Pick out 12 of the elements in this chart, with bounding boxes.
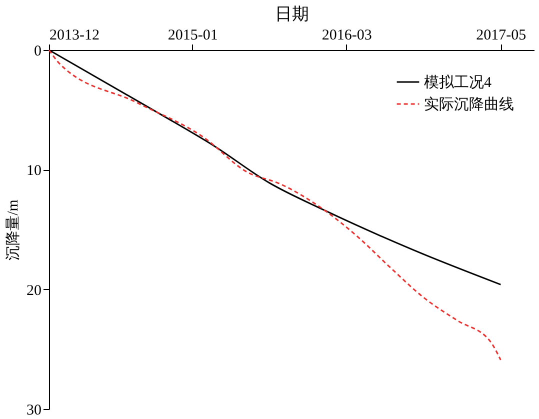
x-tick-label: 2016-03 bbox=[322, 28, 372, 44]
x-tick-label: 2017-05 bbox=[476, 28, 526, 44]
y-tick-label: 20 bbox=[26, 282, 42, 299]
y-axis-title: 沉降量/m bbox=[4, 199, 22, 260]
x-tick-label: 2015-01 bbox=[168, 28, 218, 44]
x-axis-title: 日期 bbox=[275, 4, 309, 24]
legend-label: 实际沉降曲线 bbox=[424, 96, 514, 113]
y-tick-label: 10 bbox=[26, 163, 42, 180]
x-tick-label: 2013-12 bbox=[50, 28, 100, 44]
y-tick-label: 0 bbox=[34, 44, 42, 60]
y-tick-label: 30 bbox=[26, 402, 42, 418]
legend-label: 模拟工况4 bbox=[424, 74, 492, 91]
